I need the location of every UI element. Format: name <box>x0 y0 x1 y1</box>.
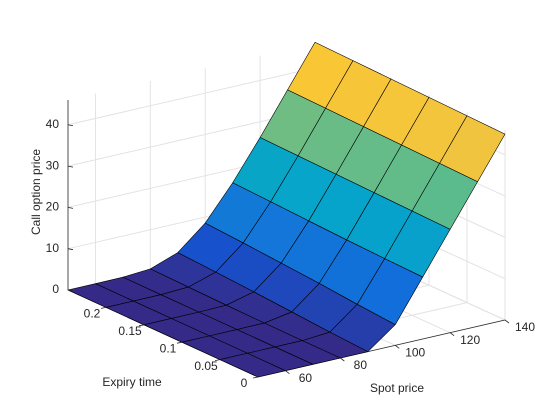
y-tick <box>138 324 145 327</box>
z-tick <box>67 206 74 209</box>
y-tick <box>100 307 107 309</box>
axes-foreground: 60 80 100 120 140 0 0.05 0.1 0.15 0.2 0 10 20 30 40 <box>46 117 536 390</box>
grid-line <box>67 67 316 126</box>
z-tick <box>67 165 74 168</box>
y-tick-label: 0.1 <box>160 341 177 355</box>
y-tick-label: 0 <box>241 376 248 390</box>
y-tick <box>214 359 221 361</box>
y-tick <box>252 376 259 379</box>
z-tick-label: 30 <box>46 158 60 172</box>
y-tick-label: 0.15 <box>118 324 142 338</box>
y-tick <box>176 341 183 344</box>
z-tick <box>67 248 74 251</box>
y-tick-label: 0.05 <box>194 359 218 373</box>
z-tick-label: 10 <box>46 241 60 255</box>
x-tick <box>504 319 510 324</box>
x-tick <box>449 332 455 336</box>
x-tick-label: 140 <box>515 320 535 334</box>
z-tick-label: 20 <box>46 200 60 214</box>
z-tick <box>67 289 74 292</box>
surface <box>67 41 506 378</box>
z-tick <box>67 124 74 127</box>
x-tick-label: 100 <box>405 346 425 360</box>
surface-patch <box>219 352 286 378</box>
y-tick-label: 0.2 <box>84 307 101 321</box>
z-tick-label: 40 <box>46 117 60 131</box>
x-tick <box>285 370 290 374</box>
x-tick-label: 60 <box>299 371 313 385</box>
y-axis-label: Expiry time <box>102 375 162 389</box>
z-tick-label: 0 <box>52 282 59 296</box>
x-axis-label: Spot price <box>370 381 424 395</box>
x-tick-label: 80 <box>354 358 368 372</box>
x-tick-label: 120 <box>460 333 480 347</box>
x-tick <box>340 357 345 362</box>
x-tick <box>394 345 400 349</box>
z-axis-label: Call option price <box>29 149 43 235</box>
